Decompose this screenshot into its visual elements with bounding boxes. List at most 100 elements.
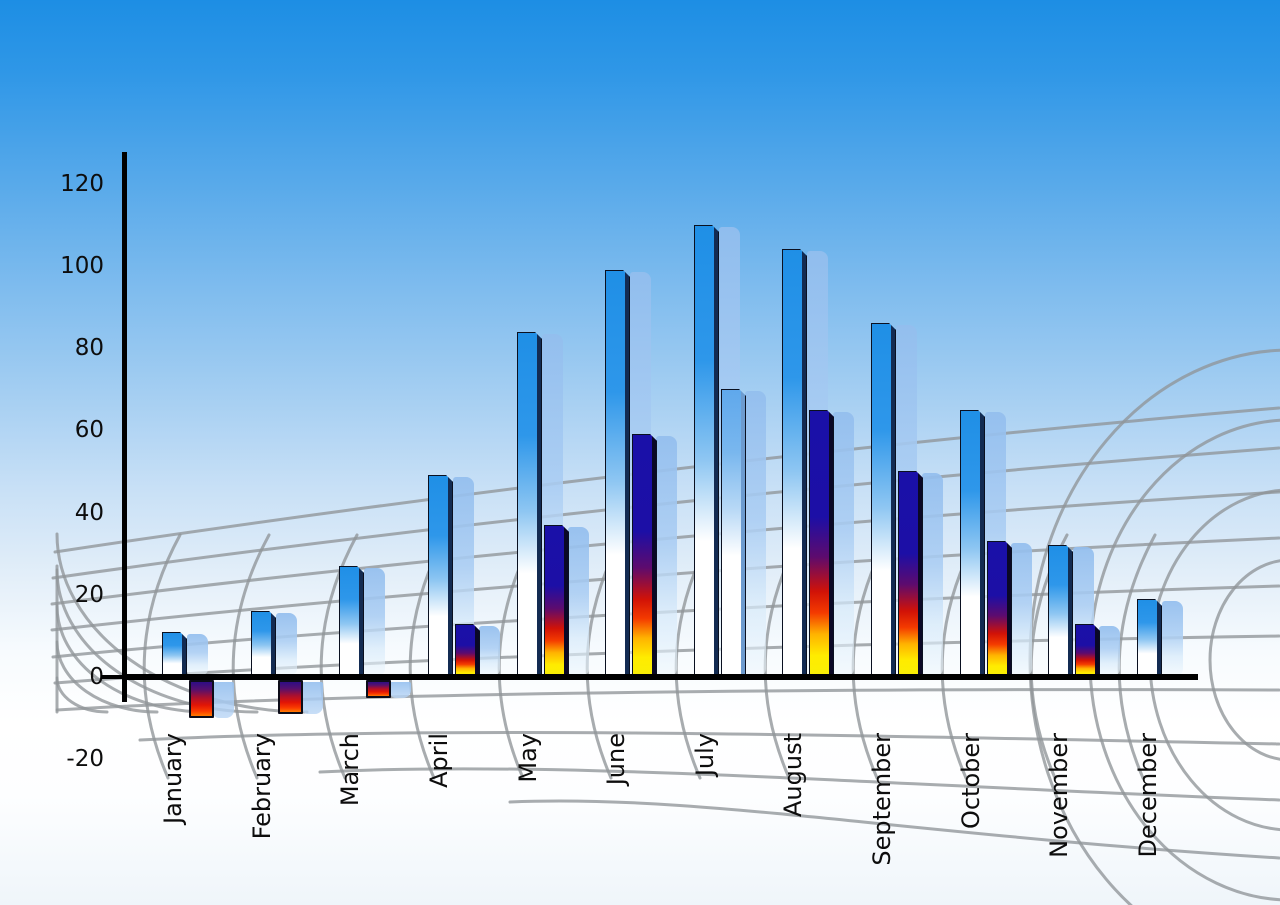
bar-shadow (364, 568, 385, 675)
y-axis-label: 60 (74, 417, 104, 443)
bar-outline (1137, 599, 1162, 677)
bar-shadow (276, 613, 297, 675)
x-axis-label: July (691, 733, 719, 777)
bar-primary (782, 249, 807, 677)
bar-secondary (632, 434, 657, 677)
bar-outline (632, 434, 657, 677)
x-axis-label: December (1134, 733, 1162, 858)
y-axis-label: 100 (60, 253, 104, 279)
bar-primary (605, 270, 630, 677)
bar-side-face (741, 389, 746, 677)
bar-secondary-negative (366, 680, 391, 698)
bar-secondary (721, 389, 746, 677)
bar-primary (162, 632, 187, 677)
x-axis-line (122, 674, 1198, 680)
bar-primary (251, 611, 276, 677)
x-axis-label: April (425, 733, 453, 788)
bar-side-face (802, 249, 807, 677)
bar-side-face (182, 632, 187, 677)
bar-shadow (745, 391, 766, 675)
zero-tick-mark (101, 675, 122, 679)
bar-outline (960, 410, 985, 677)
bar-outline (517, 332, 542, 677)
bar-side-face (980, 410, 985, 677)
bar-secondary-negative (278, 680, 303, 714)
y-axis-label: 80 (74, 335, 104, 361)
bar-outline (898, 471, 923, 677)
bar-secondary (544, 525, 569, 677)
bar-side-face (652, 434, 657, 677)
bar-shadow (656, 436, 677, 675)
bar-side-face (714, 225, 719, 677)
x-axis-label: November (1045, 733, 1073, 858)
y-axis-label: 20 (74, 582, 104, 608)
y-axis-label: -20 (66, 746, 104, 772)
bar-primary (339, 566, 364, 677)
bar-side-face (359, 566, 364, 677)
bar-shadow (187, 634, 208, 675)
bar-outline (1075, 624, 1100, 677)
y-axis-line (122, 152, 127, 702)
bar-side-face (1157, 599, 1162, 677)
x-axis-label: August (779, 733, 807, 817)
bar-side-face (625, 270, 630, 677)
bar-outline (162, 632, 187, 677)
bar-secondary (809, 410, 834, 677)
bar-side-face (475, 624, 480, 677)
x-axis-label: June (602, 733, 630, 786)
bar-side-face (1095, 624, 1100, 677)
bar-secondary-negative (189, 680, 214, 718)
bar-outline (339, 566, 364, 677)
bar-secondary (1075, 624, 1100, 677)
bar-primary (871, 323, 896, 677)
x-axis-label: May (514, 733, 542, 783)
bar-side-face (448, 475, 453, 677)
bar-outline (251, 611, 276, 677)
bar-shadow (479, 626, 500, 675)
bar-shadow (1162, 601, 1183, 675)
bar-outline (782, 249, 807, 677)
x-axis-label: September (868, 733, 896, 866)
bar-primary (428, 475, 453, 677)
bar-side-face (891, 323, 896, 677)
bar-side-face (537, 332, 542, 677)
y-axis-label: 0 (89, 664, 104, 690)
bar-primary (1137, 599, 1162, 677)
bar-secondary (987, 541, 1012, 677)
bar-shadow (390, 682, 411, 698)
y-axis-label: 40 (74, 500, 104, 526)
bar-shadow (302, 682, 323, 714)
bar-side-face (1068, 545, 1073, 677)
bar-outline (987, 541, 1012, 677)
bar-outline (455, 624, 480, 677)
bar-side-face (829, 410, 834, 677)
bar-outline (721, 389, 746, 677)
bar-outline (1048, 545, 1073, 677)
bar-shadow (568, 527, 589, 675)
bar-side-face (918, 471, 923, 677)
bar-primary (1048, 545, 1073, 677)
bar-outline (871, 323, 896, 677)
bar-shadow (213, 682, 234, 718)
bar-outline (694, 225, 719, 677)
bar-secondary (455, 624, 480, 677)
bar-side-face (271, 611, 276, 677)
bar-shadow (1011, 543, 1032, 675)
x-axis-label: March (336, 733, 364, 807)
bar-secondary (898, 471, 923, 677)
bar-shadow (833, 412, 854, 675)
bar-outline (428, 475, 453, 677)
bar-primary (694, 225, 719, 677)
x-axis-label: October (957, 733, 985, 830)
bar-primary (517, 332, 542, 677)
bar-shadow (922, 473, 943, 675)
bar-outline (544, 525, 569, 677)
bar-outline (809, 410, 834, 677)
bar-side-face (1007, 541, 1012, 677)
bar-shadow (1099, 626, 1120, 675)
bar-side-face (564, 525, 569, 677)
bar-primary (960, 410, 985, 677)
y-axis-label: 120 (60, 171, 104, 197)
